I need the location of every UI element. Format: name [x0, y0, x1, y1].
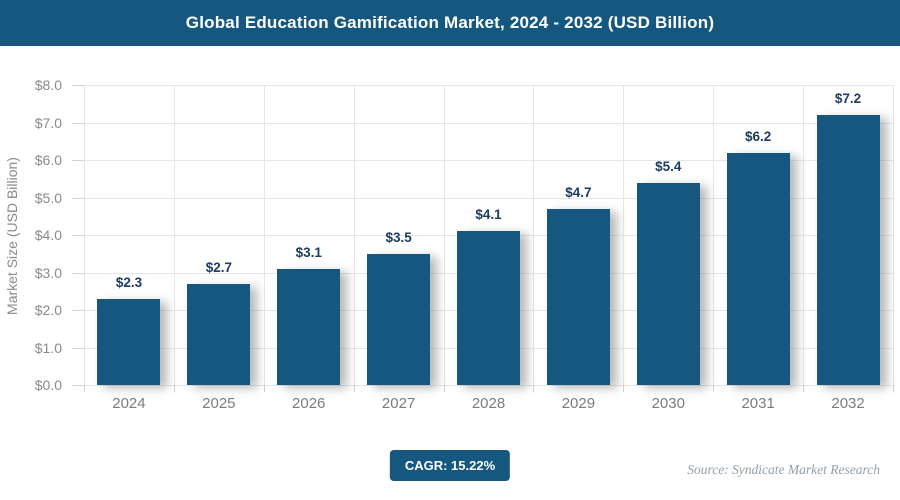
bar-value-label: $4.7	[565, 184, 592, 200]
horizontal-gridline	[84, 122, 893, 124]
vertical-gridline	[443, 85, 445, 385]
vertical-gridline	[173, 85, 175, 385]
bar-2030	[636, 182, 700, 385]
bar-value-label: $3.1	[295, 244, 322, 260]
chart-title-bar: Global Education Gamification Market, 20…	[0, 0, 900, 46]
y-tick-label: $0.0	[34, 377, 62, 393]
y-tick-mark	[72, 160, 84, 161]
vertical-gridline	[803, 85, 805, 385]
x-tick-label: 2030	[651, 395, 685, 412]
y-tick-label: $1.0	[34, 339, 62, 356]
vertical-gridline	[713, 85, 715, 385]
y-tick-mark	[72, 122, 84, 124]
y-tick-label: $7.0	[34, 114, 62, 131]
vertical-gridline	[353, 85, 355, 385]
x-tick-label: 2026	[292, 395, 326, 412]
horizontal-gridline	[84, 160, 893, 161]
x-tick-mark	[713, 385, 715, 392]
plot-area: $2.3 $2.7 $3.1 $3.5 $4.1 $4.7 $5.4 $6.2 $7.2	[72, 85, 894, 392]
y-tick-label: $6.0	[34, 152, 62, 168]
bar-value-label: $2.7	[205, 259, 232, 275]
chart-title: Global Education Gamification Market, 20…	[185, 13, 715, 32]
x-tick-label: 2029	[561, 395, 596, 412]
bar-2031	[726, 152, 790, 385]
y-tick-mark	[72, 85, 84, 86]
x-tick-mark	[623, 385, 625, 392]
x-tick-mark	[893, 385, 894, 392]
x-tick-mark	[173, 385, 175, 392]
bar-2024	[97, 298, 161, 385]
horizontal-gridline	[84, 85, 893, 86]
horizontal-gridline	[84, 385, 893, 386]
bar-2029	[546, 208, 610, 385]
x-tick-mark	[263, 385, 265, 392]
vertical-gridline	[623, 85, 625, 385]
bar-2032	[816, 115, 880, 385]
y-tick-mark	[72, 272, 84, 274]
x-tick-mark	[533, 385, 535, 392]
bar-value-label: $4.1	[475, 207, 502, 223]
x-tick-label: 2025	[202, 395, 236, 412]
bar-value-label: $6.2	[745, 128, 772, 144]
y-tick-mark	[72, 385, 84, 386]
y-tick-mark	[72, 347, 84, 349]
y-tick-label: $3.0	[34, 264, 62, 281]
y-tick-mark	[72, 197, 84, 199]
x-tick-label: 2031	[741, 395, 775, 412]
x-tick-mark	[84, 385, 85, 392]
bar-2027	[367, 253, 431, 385]
bar-value-label: $7.2	[834, 91, 862, 106]
vertical-gridline	[84, 85, 85, 385]
y-tick-label: $5.0	[34, 189, 62, 206]
x-tick-mark	[803, 385, 805, 392]
x-tick-mark	[443, 385, 445, 392]
vertical-gridline	[263, 85, 265, 385]
cagr-badge: CAGR: 15.22%	[389, 450, 511, 481]
bar-2026	[277, 268, 341, 385]
x-tick-mark	[353, 385, 355, 392]
bar-value-label: $5.4	[655, 158, 682, 174]
y-tick-label: $4.0	[34, 227, 62, 243]
bar-2028	[457, 231, 520, 385]
y-tick-mark	[72, 310, 84, 311]
y-tick-mark	[72, 235, 84, 236]
bar-value-label: $2.3	[115, 274, 143, 290]
vertical-gridline	[893, 85, 894, 385]
source-attribution: Source: Syndicate Market Research	[687, 462, 880, 477]
bar-2025	[187, 283, 251, 385]
vertical-gridline	[533, 85, 535, 385]
y-tick-label: $2.0	[34, 302, 62, 318]
y-tick-label: $8.0	[34, 77, 62, 93]
x-tick-label: 2024	[112, 395, 146, 412]
x-tick-label: 2032	[831, 395, 865, 412]
x-tick-label: 2028	[471, 395, 506, 412]
horizontal-gridline	[84, 197, 893, 199]
bar-value-label: $3.5	[385, 229, 412, 245]
x-tick-label: 2027	[381, 395, 416, 412]
